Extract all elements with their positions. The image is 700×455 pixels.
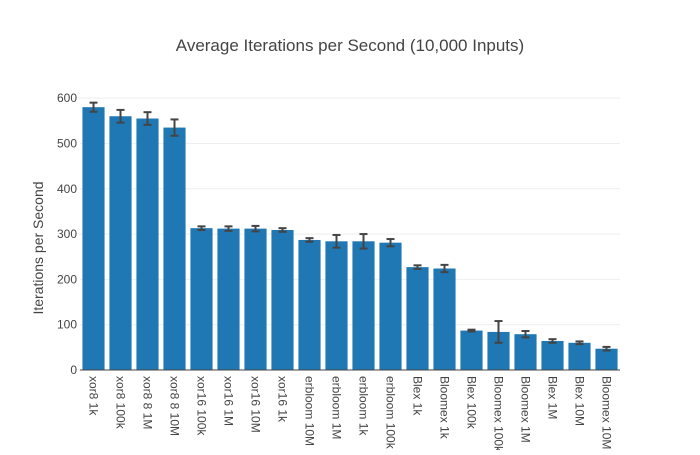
error-bar xyxy=(224,225,233,232)
y-tick-label: 200 xyxy=(57,272,77,286)
bar xyxy=(352,241,375,370)
x-tick-label: Bloomex 100k xyxy=(492,376,506,450)
x-tick-label: xor8 100k xyxy=(114,376,128,430)
x-tick-label: xor16 1M xyxy=(222,376,236,426)
x-tick-label: xor16 1k xyxy=(276,376,290,423)
x-tick-label: xor16 100k xyxy=(195,376,209,436)
bar xyxy=(568,342,591,370)
x-tick-label: Bloomex 1M xyxy=(519,376,533,443)
bar xyxy=(595,348,618,370)
bar xyxy=(109,116,132,370)
y-tick-label: 0 xyxy=(70,363,77,377)
bar xyxy=(433,268,456,370)
y-tick-labels: 0 100 200 300 400 500 600 xyxy=(57,91,77,377)
error-bar xyxy=(413,264,422,270)
x-tick-label: Bloomex 10M xyxy=(600,376,614,449)
x-tick-label: xor8 8 10M xyxy=(168,376,182,436)
error-bar xyxy=(143,111,152,126)
bar xyxy=(325,241,348,370)
bar xyxy=(379,242,402,370)
bar xyxy=(460,330,483,370)
x-tick-label: Blex 1M xyxy=(546,376,560,419)
error-bar xyxy=(548,338,557,344)
bar xyxy=(190,228,213,370)
x-tick-labels: xor8 1k xor8 100k xor8 8 1M xor8 8 10M xor16… xyxy=(87,376,614,453)
error-bar xyxy=(116,108,125,124)
y-tick-label: 300 xyxy=(57,227,77,241)
x-tick-label: xor16 10M xyxy=(249,376,263,433)
error-bar xyxy=(494,320,503,344)
error-bar xyxy=(305,237,314,243)
error-bar xyxy=(278,227,287,233)
y-tick-label: 400 xyxy=(57,182,77,196)
error-bar xyxy=(332,233,341,249)
error-bar xyxy=(89,101,98,113)
bar xyxy=(82,107,105,370)
chart-title: Average Iterations per Second (10,000 In… xyxy=(176,36,524,55)
error-bar xyxy=(359,233,368,250)
x-tick-label: erbloom 100k xyxy=(384,376,398,450)
error-bar xyxy=(386,238,395,248)
bar xyxy=(487,331,510,370)
x-tick-label: erbloom 1k xyxy=(357,376,371,436)
error-bar xyxy=(521,330,530,339)
bar xyxy=(298,239,321,370)
bar xyxy=(136,118,159,370)
x-tick-label: Blex 10M xyxy=(573,376,587,426)
error-bar xyxy=(251,224,260,233)
x-tick-label: erbloom 1M xyxy=(330,376,344,439)
bar xyxy=(406,267,429,370)
y-axis-label: Iterations per Second xyxy=(30,181,46,314)
x-tick-label: xor8 1k xyxy=(87,376,101,416)
y-tick-label: 500 xyxy=(57,136,77,150)
x-tick-label: erbloom 10M xyxy=(303,376,317,446)
error-bar xyxy=(467,328,476,333)
error-bar xyxy=(170,118,179,137)
x-tick-label: Blex 1k xyxy=(411,376,425,416)
bar xyxy=(514,334,537,370)
y-tick-label: 600 xyxy=(57,91,77,105)
y-tick-label: 100 xyxy=(57,318,77,332)
error-bar xyxy=(197,225,206,231)
bar xyxy=(163,127,186,370)
x-tick-label: Bloomex 1k xyxy=(438,376,452,440)
bar xyxy=(244,228,267,370)
bars xyxy=(82,107,618,370)
error-bar xyxy=(575,340,584,346)
bar xyxy=(271,229,294,370)
x-tick-label: xor8 8 1M xyxy=(141,376,155,429)
error-bars xyxy=(89,101,611,352)
bar xyxy=(217,228,240,370)
bar xyxy=(541,341,564,370)
x-tick-label: Blex 100k xyxy=(465,376,479,430)
error-bar xyxy=(602,345,611,352)
error-bar xyxy=(440,263,449,274)
gridlines xyxy=(80,97,620,326)
